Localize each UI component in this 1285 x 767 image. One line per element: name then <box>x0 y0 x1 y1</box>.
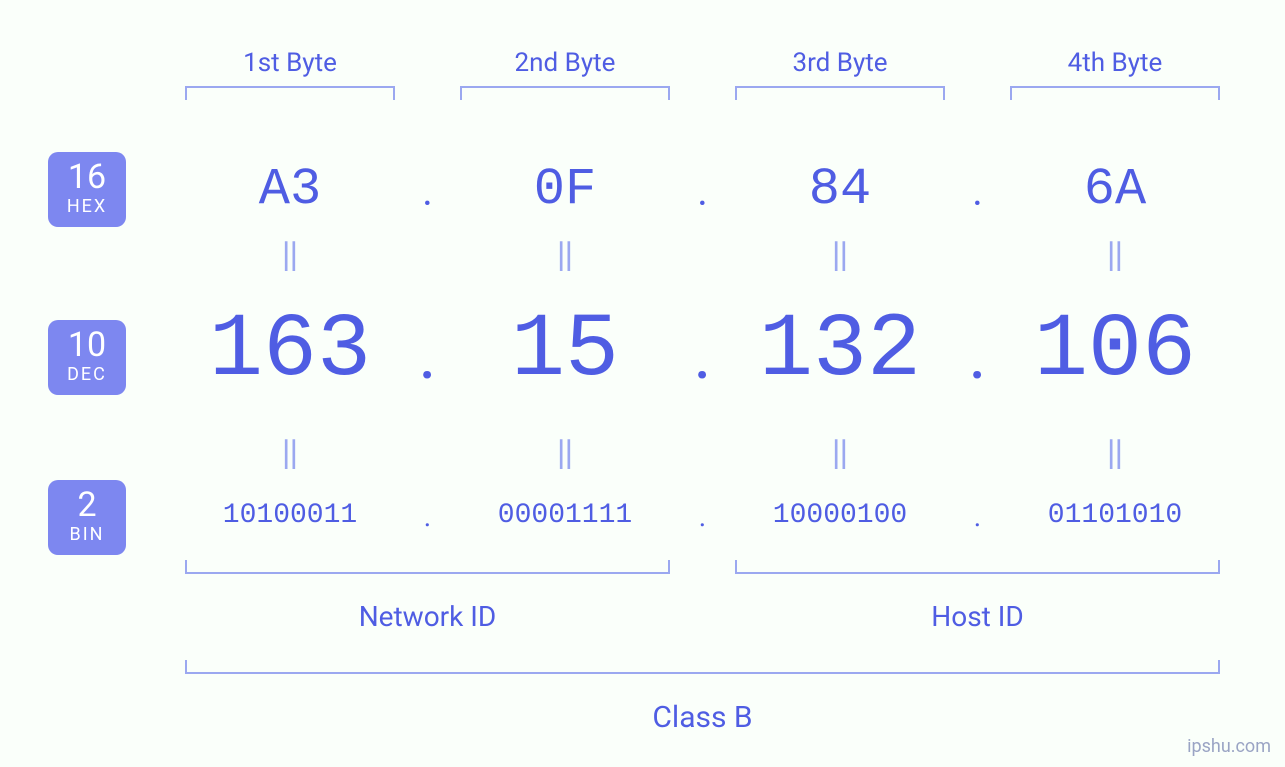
badge-hex: 16 HEX <box>48 152 126 227</box>
sep-1: . . . <box>405 0 450 767</box>
byte-label-1: 1st Byte <box>175 48 405 78</box>
bin-4: 01101010 <box>1000 500 1230 531</box>
byte-label-4: 4th Byte <box>1000 48 1230 78</box>
bracket-class <box>185 660 1220 674</box>
bin-1: 10100011 <box>175 500 405 531</box>
sep-bin-2: . <box>680 500 725 533</box>
dec-4: 106 <box>1000 300 1230 402</box>
eq-4a: II <box>1000 232 1230 282</box>
sep-dec-2: . <box>680 314 725 396</box>
sep-hex-1: . <box>405 168 450 215</box>
eq-4b: II <box>1000 430 1230 480</box>
byte-col-4: 4th Byte 6A II 106 II 01101010 <box>1000 0 1230 767</box>
byte-label-3: 3rd Byte <box>725 48 955 78</box>
watermark: ipshu.com <box>1187 736 1271 757</box>
badge-bin-num: 2 <box>48 488 126 524</box>
ip-grid: 1st Byte A3 II 163 II 10100011 . . . 2nd… <box>175 0 1235 767</box>
bin-3: 10000100 <box>725 500 955 531</box>
sep-bin-1: . <box>405 500 450 533</box>
bracket-host-id <box>735 560 1220 574</box>
bracket-top-3 <box>735 86 945 100</box>
class-label: Class B <box>175 700 1230 735</box>
badge-hex-num: 16 <box>48 160 126 196</box>
sep-bin-3: . <box>955 500 1000 533</box>
eq-1a: II <box>175 232 405 282</box>
byte-col-2: 2nd Byte 0F II 15 II 00001111 <box>450 0 680 767</box>
dec-1: 163 <box>175 300 405 402</box>
eq-2b: II <box>450 430 680 480</box>
hex-2: 0F <box>450 160 680 219</box>
badge-dec: 10 DEC <box>48 320 126 395</box>
byte-col-1: 1st Byte A3 II 163 II 10100011 <box>175 0 405 767</box>
sep-2: . . . <box>680 0 725 767</box>
eq-1b: II <box>175 430 405 480</box>
network-id-label: Network ID <box>175 600 680 633</box>
eq-3b: II <box>725 430 955 480</box>
byte-label-2: 2nd Byte <box>450 48 680 78</box>
hex-1: A3 <box>175 160 405 219</box>
hex-3: 84 <box>725 160 955 219</box>
bracket-top-1 <box>185 86 395 100</box>
sep-dec-3: . <box>955 314 1000 396</box>
hex-4: 6A <box>1000 160 1230 219</box>
bracket-network-id <box>185 560 670 574</box>
badge-bin-label: BIN <box>48 526 126 545</box>
byte-col-3: 3rd Byte 84 II 132 II 10000100 <box>725 0 955 767</box>
dec-3: 132 <box>725 300 955 402</box>
eq-2a: II <box>450 232 680 282</box>
badge-bin: 2 BIN <box>48 480 126 555</box>
badge-hex-label: HEX <box>48 198 126 217</box>
badge-dec-num: 10 <box>48 328 126 364</box>
badge-dec-label: DEC <box>48 366 126 385</box>
eq-3a: II <box>725 232 955 282</box>
sep-dec-1: . <box>405 314 450 396</box>
sep-hex-2: . <box>680 168 725 215</box>
sep-3: . . . <box>955 0 1000 767</box>
bracket-top-2 <box>460 86 670 100</box>
bracket-top-4 <box>1010 86 1220 100</box>
dec-2: 15 <box>450 300 680 402</box>
bin-2: 00001111 <box>450 500 680 531</box>
sep-hex-3: . <box>955 168 1000 215</box>
host-id-label: Host ID <box>725 600 1230 633</box>
